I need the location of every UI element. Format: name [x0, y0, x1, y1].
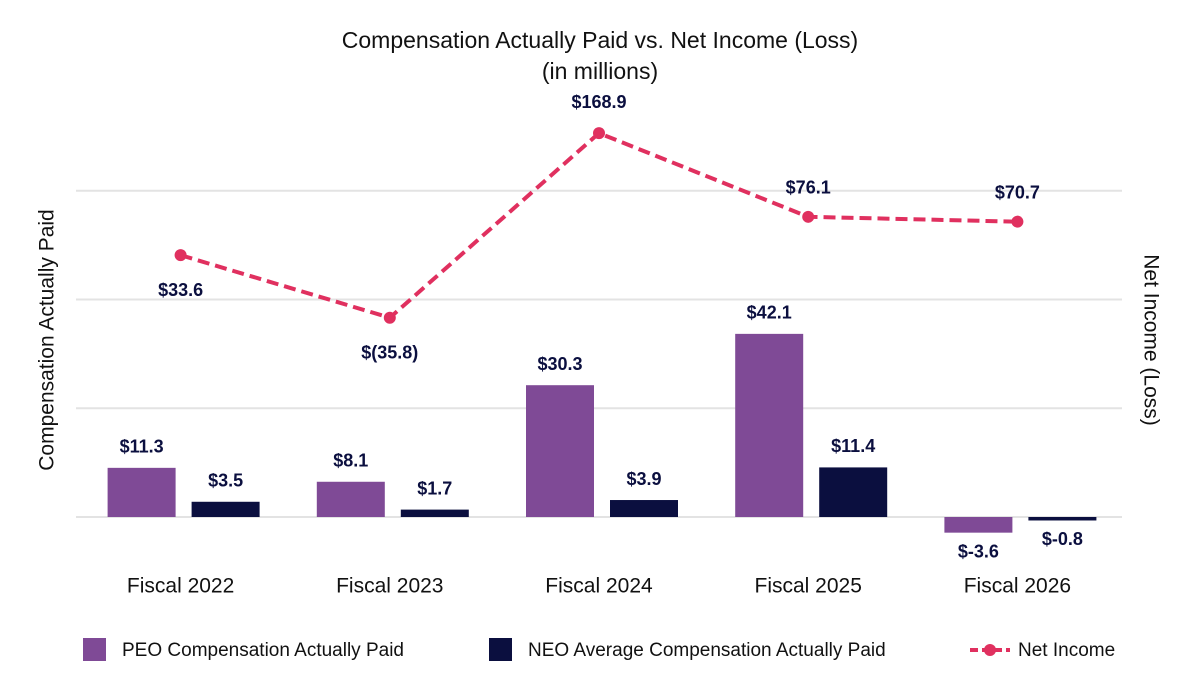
line-marker — [174, 249, 187, 262]
bar — [610, 500, 678, 517]
bar — [400, 509, 469, 517]
line-marker — [593, 127, 605, 140]
data-label: $3.5 — [208, 471, 243, 491]
data-label: $-3.6 — [958, 541, 999, 561]
bar — [1028, 517, 1097, 521]
legend-label: NEO Average Compensation Actually Paid — [528, 640, 886, 661]
bar — [819, 467, 888, 517]
chart-title: Compensation Actually Paid vs. Net Incom… — [342, 27, 858, 53]
legend-swatch — [984, 644, 996, 656]
data-label: $30.3 — [537, 354, 582, 374]
chart-subtitle: (in millions) — [542, 58, 658, 84]
data-label: $3.9 — [626, 469, 661, 489]
data-label: $70.7 — [995, 182, 1040, 202]
bar — [316, 481, 385, 517]
legend-label: PEO Compensation Actually Paid — [122, 640, 404, 661]
x-tick-label: Fiscal 2022 — [127, 575, 234, 598]
data-label: $-0.8 — [1042, 529, 1083, 549]
data-label: $168.9 — [571, 92, 626, 112]
legend-label: Net Income — [1018, 640, 1115, 661]
line-marker — [1011, 215, 1024, 228]
x-tick-label: Fiscal 2024 — [545, 575, 653, 598]
data-label: $76.1 — [786, 178, 831, 198]
line-marker — [802, 210, 815, 223]
data-label: $11.4 — [831, 436, 875, 456]
data-label: $33.6 — [158, 280, 203, 300]
bar — [735, 333, 804, 517]
data-label: $(35.8) — [361, 342, 418, 362]
bar — [526, 385, 594, 517]
bar — [107, 467, 176, 517]
line-marker — [383, 311, 396, 324]
y-axis-title: Compensation Actually Paid — [36, 209, 59, 471]
x-tick-label: Fiscal 2023 — [336, 575, 443, 598]
x-tick-label: Fiscal 2026 — [964, 575, 1071, 598]
bar — [944, 517, 1013, 533]
data-label: $11.3 — [120, 437, 164, 457]
bar — [191, 501, 260, 517]
legend-swatch — [489, 638, 512, 661]
data-label: $42.1 — [747, 303, 792, 323]
y2-axis-title: Net Income (Loss) — [1139, 254, 1162, 426]
data-label: $8.1 — [333, 451, 368, 471]
x-tick-label: Fiscal 2025 — [755, 575, 862, 598]
data-label: $1.7 — [417, 478, 452, 498]
legend-swatch — [83, 638, 106, 661]
